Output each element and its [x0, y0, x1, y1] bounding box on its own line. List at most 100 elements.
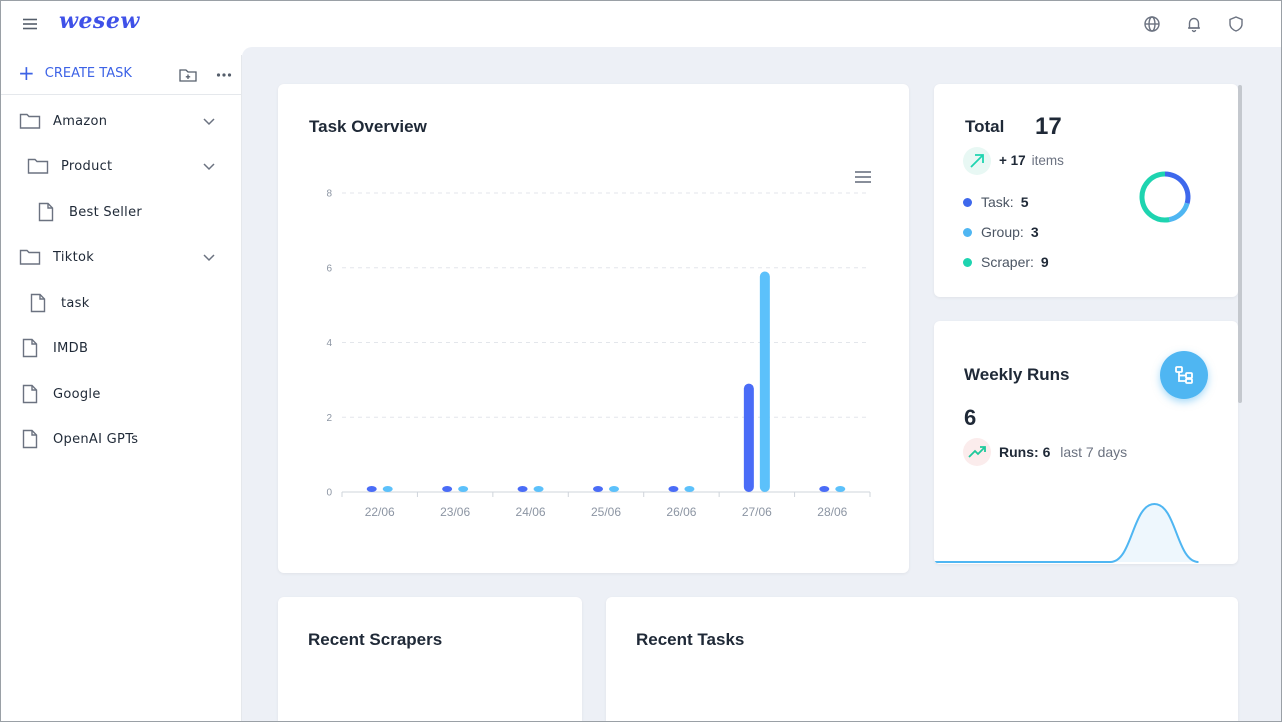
chevron-down-icon[interactable]: [202, 114, 216, 128]
tree-item-label: OpenAI GPTs: [53, 431, 139, 447]
legend-label: Scraper:: [981, 254, 1034, 270]
recent-scrapers-card: Recent Scrapers: [278, 597, 582, 721]
more-options-icon[interactable]: [214, 66, 234, 84]
folder-icon: [19, 113, 41, 129]
y-tick-label: 6: [326, 263, 332, 274]
legend-group: Group: 3: [963, 224, 1039, 240]
chevron-down-icon[interactable]: [202, 250, 216, 264]
weekly-runs-summary: Runs: 6 last 7 days: [999, 444, 1127, 460]
arrow-up-right-icon: [970, 154, 984, 168]
tree-item-label: IMDB: [53, 340, 89, 356]
tree-folder-product[interactable]: Product: [1, 151, 241, 181]
weekly-runs-value: 6: [964, 405, 977, 430]
file-icon: [38, 202, 54, 222]
file-icon: [22, 429, 38, 449]
card-title: Recent Scrapers: [308, 630, 443, 649]
card-title: Recent Tasks: [636, 630, 745, 649]
bar: [684, 486, 695, 492]
x-tick-label: 24/06: [516, 505, 546, 519]
top-header: wesew: [1, 1, 1281, 47]
total-label: Total: [965, 117, 1005, 136]
card-title: Task Overview: [309, 117, 427, 136]
main-content: Task Overview 0 2 4 6 8 22/06 23/06 24/06 25/06 2…: [242, 47, 1281, 721]
tree-file-google[interactable]: Google: [1, 379, 241, 409]
runs-value: 6: [1042, 444, 1051, 460]
bar: [668, 486, 679, 492]
total-value: 17: [1035, 113, 1062, 140]
bar: [835, 486, 846, 492]
legend-value: 3: [1030, 224, 1039, 240]
donut-slice: [1139, 171, 1170, 223]
bar: [819, 486, 830, 492]
total-change-unit: items: [1031, 153, 1064, 168]
bar: [458, 486, 469, 492]
sparkline-area: [934, 504, 1199, 562]
workflow-fab-button[interactable]: [1160, 351, 1208, 399]
runs-period: last 7 days: [1060, 444, 1128, 460]
card-title: Weekly Runs: [964, 365, 1070, 384]
bar: [517, 486, 528, 492]
chevron-down-icon[interactable]: [202, 159, 216, 173]
recent-tasks-card: Recent Tasks: [606, 597, 1238, 721]
bar: [533, 486, 544, 492]
tree-file-best-seller[interactable]: Best Seller: [1, 197, 241, 227]
x-tick-label: 26/06: [666, 505, 696, 519]
x-tick-label: 25/06: [591, 505, 621, 519]
tree-item-label: task: [61, 295, 90, 311]
tree-item-label: Google: [53, 386, 101, 402]
y-tick-label: 2: [326, 413, 332, 424]
legend-dot: [963, 227, 972, 237]
tree-item-label: Tiktok: [53, 249, 95, 265]
bar: [593, 486, 603, 492]
tree-item-label: Best Seller: [69, 204, 143, 220]
total-change: + 17 items: [999, 153, 1064, 168]
x-tick-label: 28/06: [817, 505, 847, 519]
bell-icon[interactable]: [1185, 15, 1203, 33]
trend-badge: [963, 438, 991, 466]
total-donut-chart: [1139, 171, 1191, 223]
total-card: Total 17 + 17 items Task: 5 Group: 3: [934, 84, 1238, 297]
folder-icon: [19, 249, 41, 265]
create-task-label: CREATE TASK: [44, 65, 132, 81]
legend-label: Group:: [981, 224, 1024, 240]
tree-folder-amazon[interactable]: Amazon: [1, 106, 241, 136]
bar: [442, 486, 453, 492]
workflow-icon: [1175, 366, 1193, 384]
shield-icon[interactable]: [1227, 15, 1245, 33]
x-tick-label: 22/06: [365, 505, 395, 519]
folder-icon: [27, 158, 49, 174]
tree-folder-tiktok[interactable]: Tiktok: [1, 242, 241, 272]
menu-icon[interactable]: [21, 15, 39, 33]
file-icon: [22, 384, 38, 404]
legend-value: 5: [1020, 194, 1029, 210]
tree-file-openai-gpts[interactable]: OpenAI GPTs: [1, 424, 241, 454]
bar: [609, 486, 619, 492]
tree-item-label: Amazon: [53, 113, 108, 129]
total-change-value: + 17: [999, 153, 1026, 168]
x-tick-label: 23/06: [440, 505, 470, 519]
bar: [382, 486, 393, 492]
app-logo[interactable]: wesew: [59, 8, 140, 34]
bar: [743, 383, 754, 492]
new-folder-icon[interactable]: [178, 66, 198, 84]
create-task-button[interactable]: + CREATE TASK: [18, 63, 132, 83]
legend-dot: [963, 257, 972, 267]
legend-scraper: Scraper: 9: [963, 254, 1049, 270]
sparkline-line: [934, 502, 1199, 563]
y-tick-label: 4: [326, 338, 332, 349]
file-icon: [30, 293, 46, 313]
scrollbar[interactable]: [1238, 85, 1242, 403]
tree-file-task[interactable]: task: [1, 288, 241, 318]
task-overview-chart: 0 2 4 6 8 22/06 23/06 24/06 25/06 26/06 27/06 28/06: [326, 189, 871, 519]
trending-up-icon: [968, 446, 986, 458]
donut-slice: [1164, 171, 1191, 204]
legend-task: Task: 5: [963, 194, 1028, 210]
chart-menu-icon[interactable]: [854, 170, 872, 184]
bar: [366, 486, 377, 492]
task-overview-card: Task Overview 0 2 4 6 8 22/06 23/06 24/06 25/06 2…: [278, 84, 909, 573]
tree-file-imdb[interactable]: IMDB: [1, 333, 241, 363]
globe-icon[interactable]: [1143, 15, 1161, 33]
y-tick-label: 8: [326, 189, 332, 200]
x-tick-label: 27/06: [742, 505, 772, 519]
